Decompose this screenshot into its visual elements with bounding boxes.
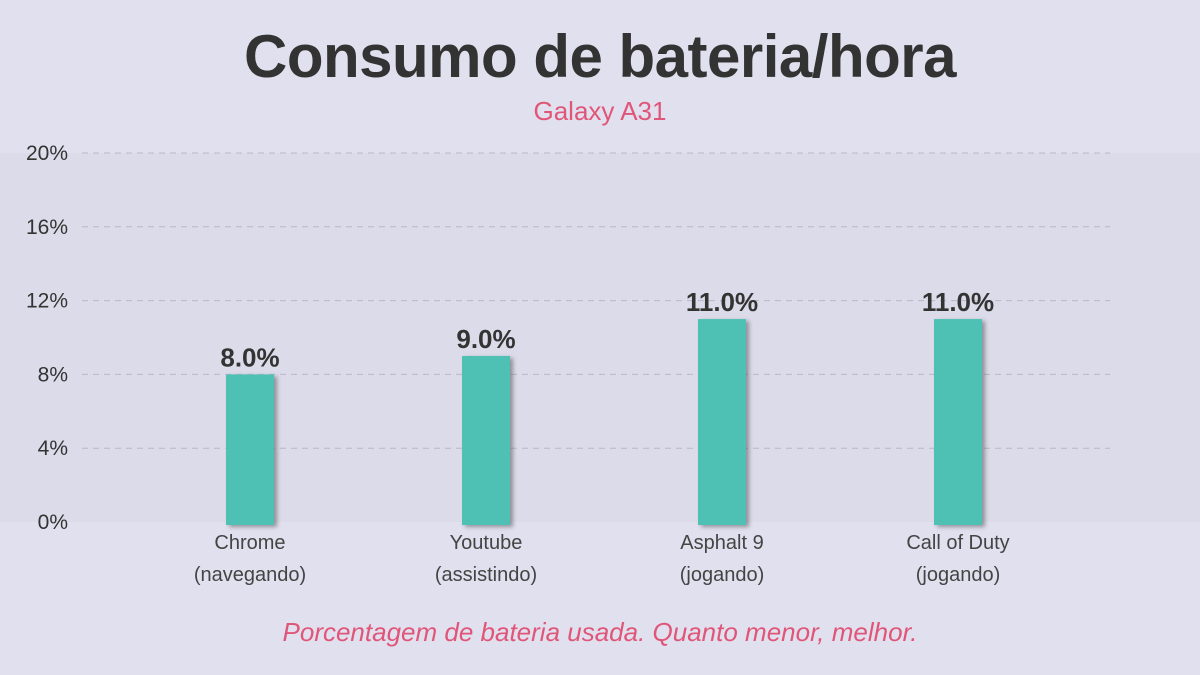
y-tick-label: 4% <box>38 437 68 460</box>
bar <box>698 319 746 525</box>
x-tick-label: (navegando) <box>194 564 306 586</box>
x-tick-label: Youtube <box>450 532 523 554</box>
y-tick-label: 20% <box>26 142 68 165</box>
chart-footnote: Porcentagem de bateria usada. Quanto men… <box>282 617 918 647</box>
y-tick-label: 8% <box>38 363 68 386</box>
data-label: 8.0% <box>220 342 279 372</box>
data-label: 9.0% <box>456 324 515 354</box>
chart-subtitle: Galaxy A31 <box>533 96 667 126</box>
y-tick-label: 0% <box>38 511 68 534</box>
x-tick-label: (jogando) <box>680 564 765 586</box>
x-tick-label: (jogando) <box>916 564 1001 586</box>
y-tick-label: 16% <box>26 216 68 239</box>
x-tick-label: (assistindo) <box>435 564 537 586</box>
y-tick-label: 12% <box>26 290 68 313</box>
bar <box>934 319 982 525</box>
bar <box>462 355 510 525</box>
chart-title: Consumo de bateria/hora <box>244 23 956 90</box>
bar <box>226 374 274 525</box>
plot-area <box>0 153 1200 522</box>
x-tick-label: Call of Duty <box>906 532 1009 554</box>
x-tick-label: Asphalt 9 <box>680 532 763 554</box>
x-tick-label: Chrome <box>214 532 285 554</box>
data-label: 11.0% <box>922 287 994 317</box>
data-label: 11.0% <box>686 287 758 317</box>
